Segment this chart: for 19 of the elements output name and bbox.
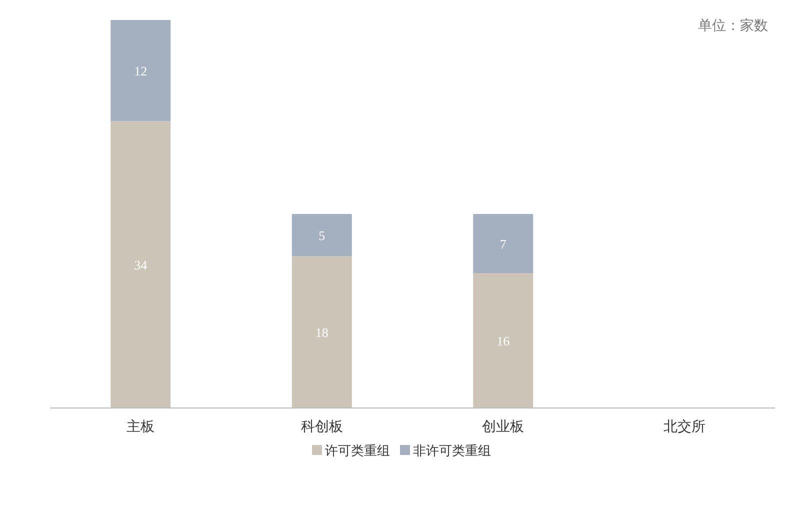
data-label: 5 [318,228,326,244]
data-label: 18 [315,325,328,340]
data-label: 12 [134,64,148,79]
legend-label: 非许可类重组 [413,443,491,458]
bar [292,214,352,256]
x-tick-label: 创业板 [482,419,524,435]
data-label: 34 [134,258,148,273]
legend-label: 许可类重组 [325,443,390,458]
x-tick-label: 科创板 [300,419,343,435]
bar [473,214,534,274]
bar [473,273,534,408]
bar [110,121,171,408]
bar [292,256,352,408]
annotation: 单位：家数 [698,18,768,34]
data-label: 7 [500,236,507,252]
data-label: 16 [496,334,510,349]
x-tick-label: 主板 [126,419,155,435]
bar [110,20,171,122]
x-tick-label: 北交所 [663,419,706,435]
